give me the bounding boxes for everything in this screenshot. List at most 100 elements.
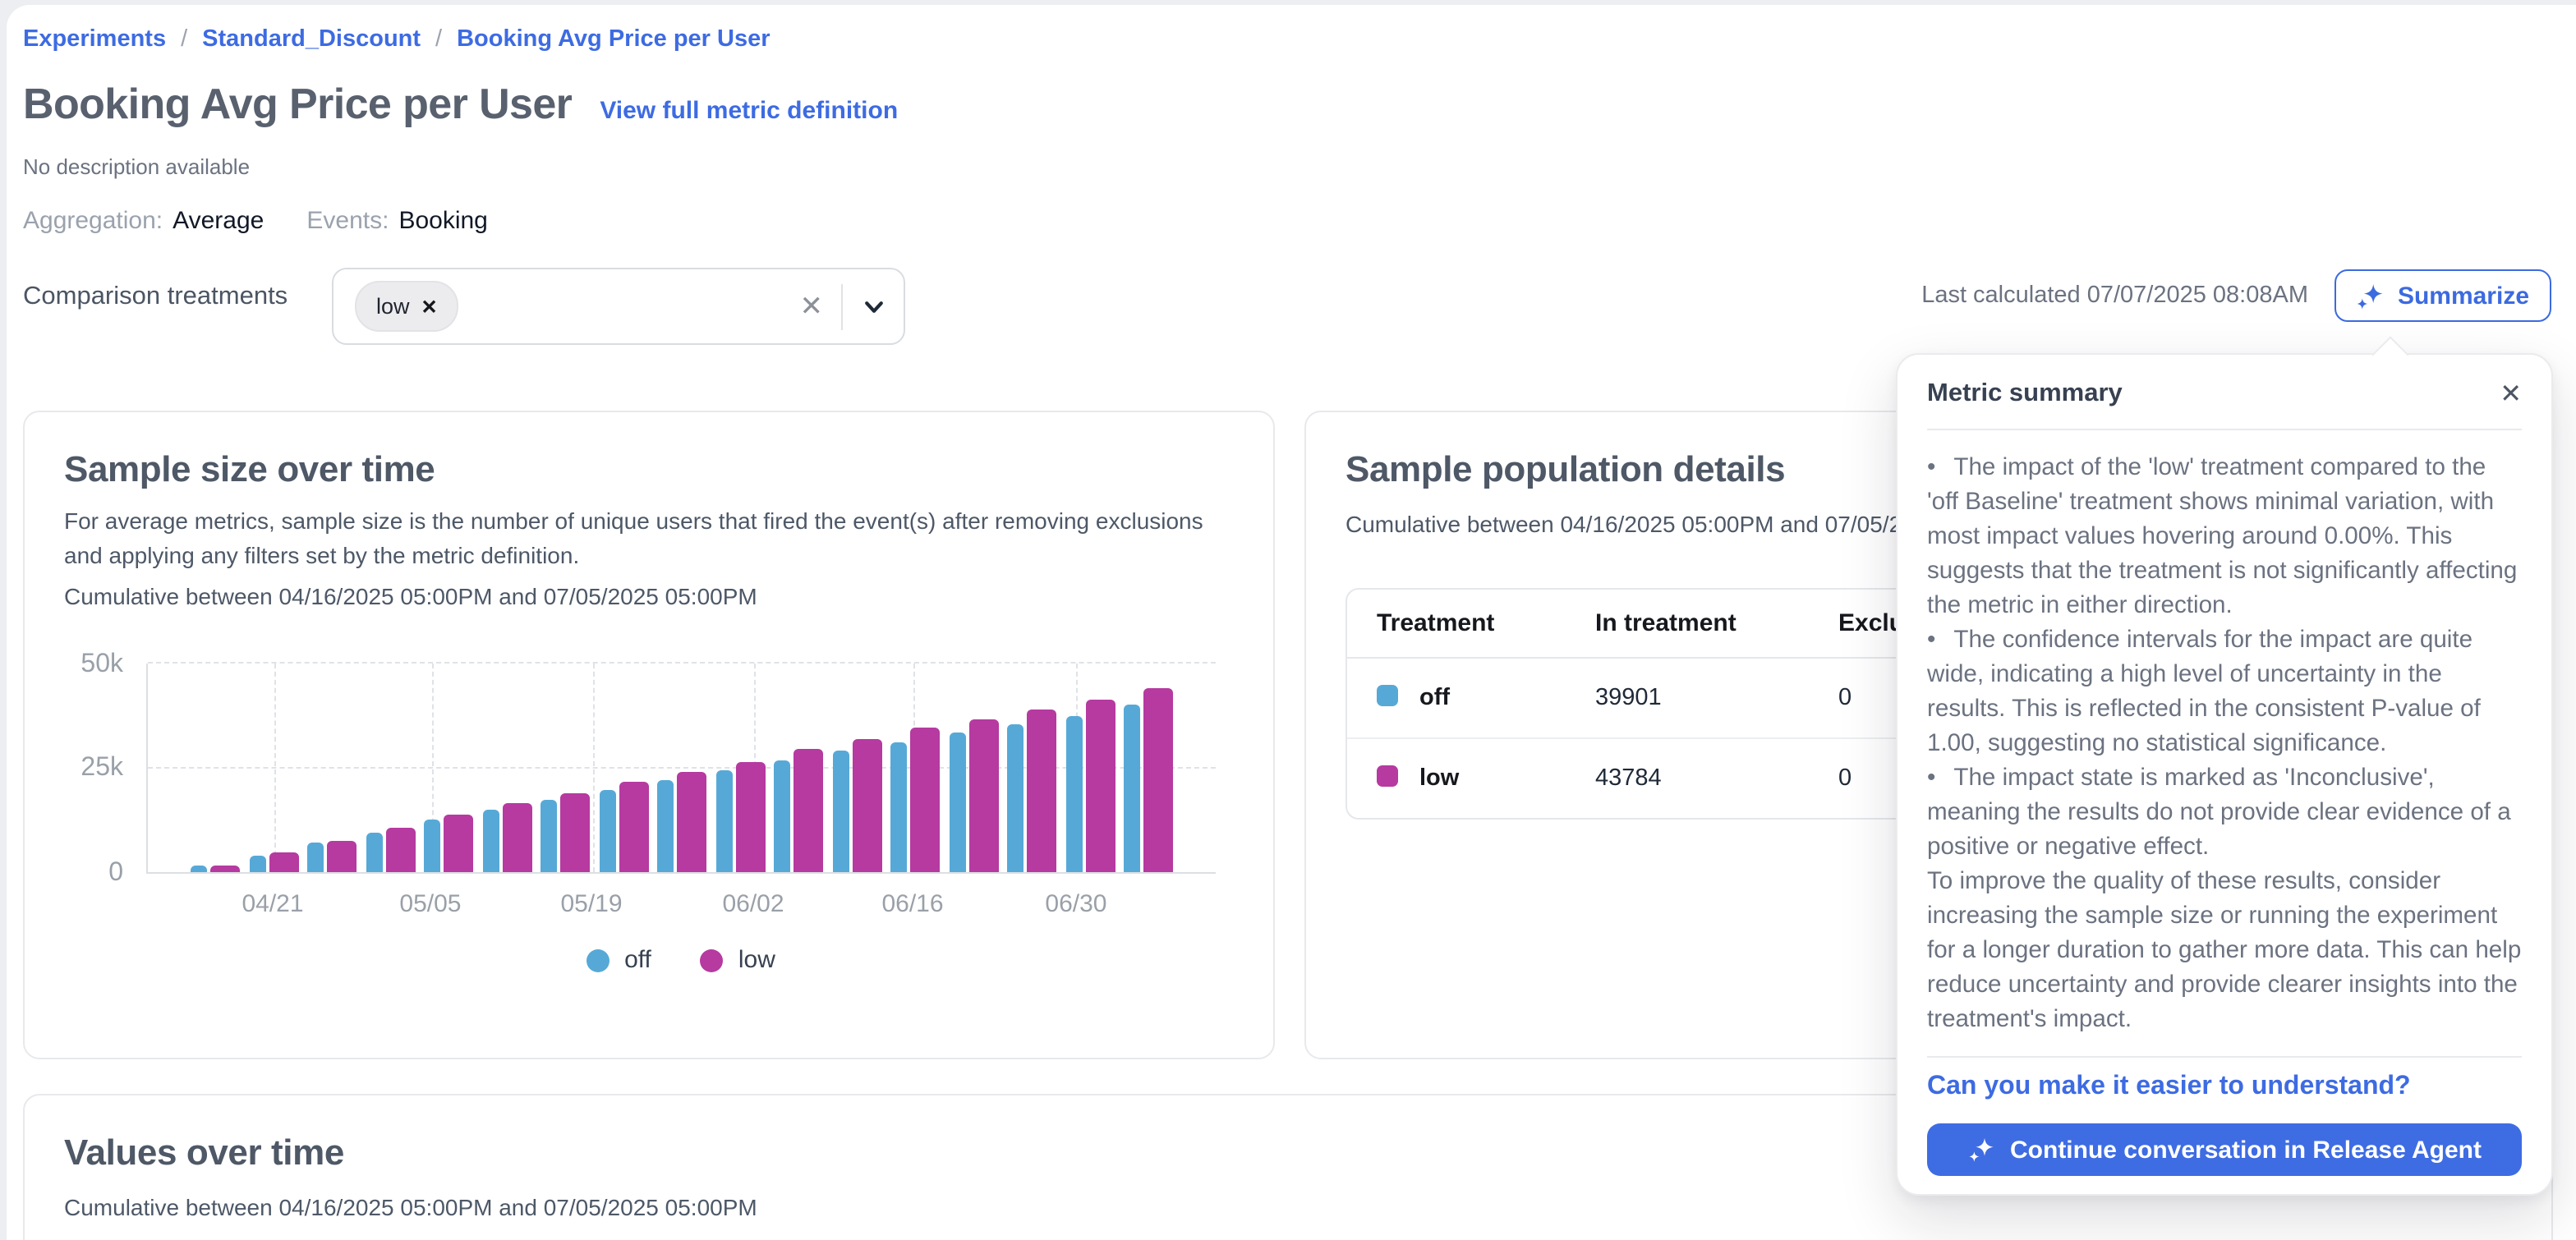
comparison-treatments-label: Comparison treatments xyxy=(23,282,288,310)
bar-low[interactable] xyxy=(269,852,298,872)
bar-off[interactable] xyxy=(540,800,557,872)
bar-off[interactable] xyxy=(1124,705,1140,872)
x-axis-tick: 04/21 xyxy=(242,890,304,918)
page-title: Booking Avg Price per User xyxy=(23,79,573,128)
legend-dot-low xyxy=(700,948,724,971)
summary-bullet: The impact state is marked as 'Inconclus… xyxy=(1927,762,2522,866)
summarize-button-label: Summarize xyxy=(2397,282,2530,310)
values-cumulative: Cumulative between 04/16/2025 05:00PM an… xyxy=(64,1194,757,1220)
close-icon[interactable]: ✕ xyxy=(2500,381,2522,409)
remove-tag-icon[interactable]: ✕ xyxy=(421,295,438,318)
sample-size-chart-plot xyxy=(146,662,1216,874)
bar-group xyxy=(890,728,940,872)
bar-group xyxy=(307,841,356,872)
bar-group xyxy=(366,828,415,872)
breadcrumb-item[interactable]: Booking Avg Price per User xyxy=(457,26,770,53)
bar-off[interactable] xyxy=(657,780,674,872)
aggregation-label: Aggregation: xyxy=(23,207,163,235)
last-calculated-text: Last calculated 07/07/2025 08:08AM xyxy=(1921,282,2308,309)
bar-off[interactable] xyxy=(832,751,849,872)
x-axis-tick: 05/05 xyxy=(399,890,462,918)
breadcrumb-item[interactable]: Experiments xyxy=(23,26,167,53)
select-divider xyxy=(841,283,843,329)
legend-dot-off xyxy=(586,948,610,971)
breadcrumb-separator: / xyxy=(435,26,443,53)
bar-low[interactable] xyxy=(444,815,473,872)
continue-conversation-label: Continue conversation in Release Agent xyxy=(2010,1136,2482,1164)
bar-low[interactable] xyxy=(910,728,940,872)
no-description-text: No description available xyxy=(23,154,251,179)
bar-off[interactable] xyxy=(949,733,965,872)
bar-off[interactable] xyxy=(890,742,907,872)
bar-low[interactable] xyxy=(677,772,706,872)
bar-group xyxy=(657,772,706,872)
y-axis-tick-50k: 50k xyxy=(80,650,123,678)
vertical-gridline xyxy=(431,664,434,872)
bar-low[interactable] xyxy=(560,793,590,872)
summary-bullet: The impact of the 'low' treatment compar… xyxy=(1927,452,2522,624)
bar-group xyxy=(482,803,531,872)
bar-off[interactable] xyxy=(599,790,615,872)
metric-summary-popover: Metric summary ✕ The impact of the 'low'… xyxy=(1896,336,2553,1196)
bar-low[interactable] xyxy=(735,762,765,872)
comparison-treatments-select[interactable]: low ✕ ✕ xyxy=(332,268,905,345)
bar-off[interactable] xyxy=(424,820,440,872)
bar-off[interactable] xyxy=(1065,716,1082,872)
x-axis-tick: 05/19 xyxy=(560,890,623,918)
bar-low[interactable] xyxy=(619,782,648,872)
x-axis-tick: 06/02 xyxy=(722,890,784,918)
sample-size-title: Sample size over time xyxy=(64,448,435,489)
bar-low[interactable] xyxy=(1143,688,1173,872)
bar-group xyxy=(949,719,998,872)
bar-off[interactable] xyxy=(249,856,265,872)
bar-group xyxy=(1065,700,1115,872)
values-title: Values over time xyxy=(64,1132,344,1173)
legend-label: low xyxy=(738,946,775,974)
bar-off[interactable] xyxy=(482,810,499,872)
selected-treatment-tag[interactable]: low ✕ xyxy=(355,281,459,332)
bar-off[interactable] xyxy=(307,843,324,872)
treatment-name: low xyxy=(1419,765,1460,792)
followup-question-link[interactable]: Can you make it easier to understand? xyxy=(1927,1072,2411,1100)
metric-summary-body: The impact of the 'low' treatment compar… xyxy=(1927,430,2522,1038)
chart-legend: off low xyxy=(146,946,1216,974)
treatment-name: off xyxy=(1419,685,1451,711)
excluded-value: 0 xyxy=(1838,765,1852,792)
bar-low[interactable] xyxy=(1027,710,1056,872)
bar-group xyxy=(715,762,765,872)
bar-off[interactable] xyxy=(191,866,207,872)
view-metric-definition-link[interactable]: View full metric definition xyxy=(600,97,899,125)
bar-low[interactable] xyxy=(852,739,881,872)
bar-low[interactable] xyxy=(502,803,531,872)
bar-off[interactable] xyxy=(366,833,382,872)
bar-group xyxy=(424,815,473,872)
bar-group xyxy=(774,749,823,872)
y-axis-tick-0: 0 xyxy=(108,859,123,887)
aggregation-value: Average xyxy=(172,207,264,235)
bar-low[interactable] xyxy=(385,828,415,872)
bar-off[interactable] xyxy=(715,770,732,872)
breadcrumb-item[interactable]: Standard_Discount xyxy=(202,26,421,53)
chevron-down-icon[interactable] xyxy=(861,293,887,319)
breadcrumb-separator: / xyxy=(181,26,188,53)
treatment-color-swatch xyxy=(1377,685,1398,706)
bar-group xyxy=(599,782,648,872)
summary-note: To improve the quality of these results,… xyxy=(1927,869,2522,1033)
bar-low[interactable] xyxy=(1085,700,1115,872)
bar-series xyxy=(148,664,1216,872)
summarize-button[interactable]: Summarize xyxy=(2334,269,2551,322)
legend-item-low: low xyxy=(700,946,775,974)
bar-low[interactable] xyxy=(210,866,240,872)
bar-low[interactable] xyxy=(327,841,356,872)
continue-conversation-button[interactable]: Continue conversation in Release Agent xyxy=(1927,1123,2522,1176)
clear-selection-icon[interactable]: ✕ xyxy=(799,291,824,322)
bar-low[interactable] xyxy=(968,719,998,872)
table-row: low 43784 0 xyxy=(1347,739,2520,818)
population-title: Sample population details xyxy=(1346,448,1786,489)
breadcrumb: Experiments / Standard_Discount / Booking Av… xyxy=(23,26,770,53)
bar-off[interactable] xyxy=(774,760,790,872)
bar-off[interactable] xyxy=(1007,724,1024,872)
in-treatment-value: 43784 xyxy=(1595,765,1662,792)
bar-low[interactable] xyxy=(794,749,823,872)
